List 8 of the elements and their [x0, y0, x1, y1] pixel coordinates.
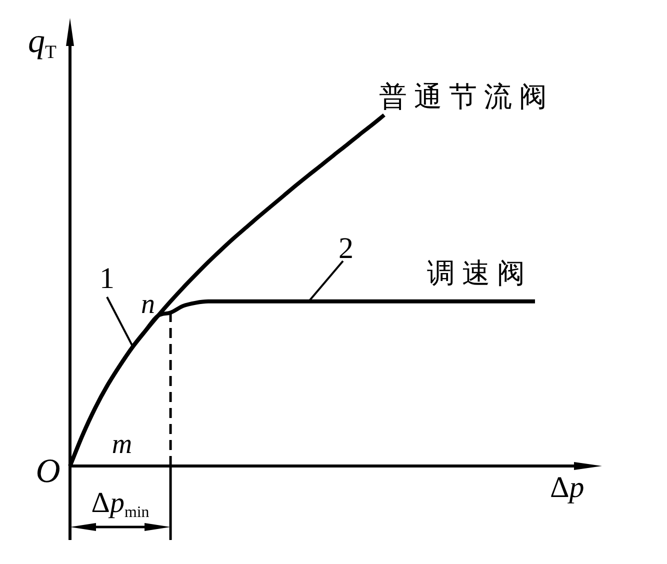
annotation: 2 [338, 232, 354, 265]
annotation: Δp$_{min}$ [91, 487, 150, 522]
annotation: O [36, 453, 60, 490]
annotation: 1 [100, 262, 114, 295]
annotation: n [141, 289, 155, 320]
x-axis-title: Δp [550, 471, 584, 504]
annotation: m [112, 429, 132, 460]
y-axis-title: q$_{T}$ [28, 23, 56, 64]
